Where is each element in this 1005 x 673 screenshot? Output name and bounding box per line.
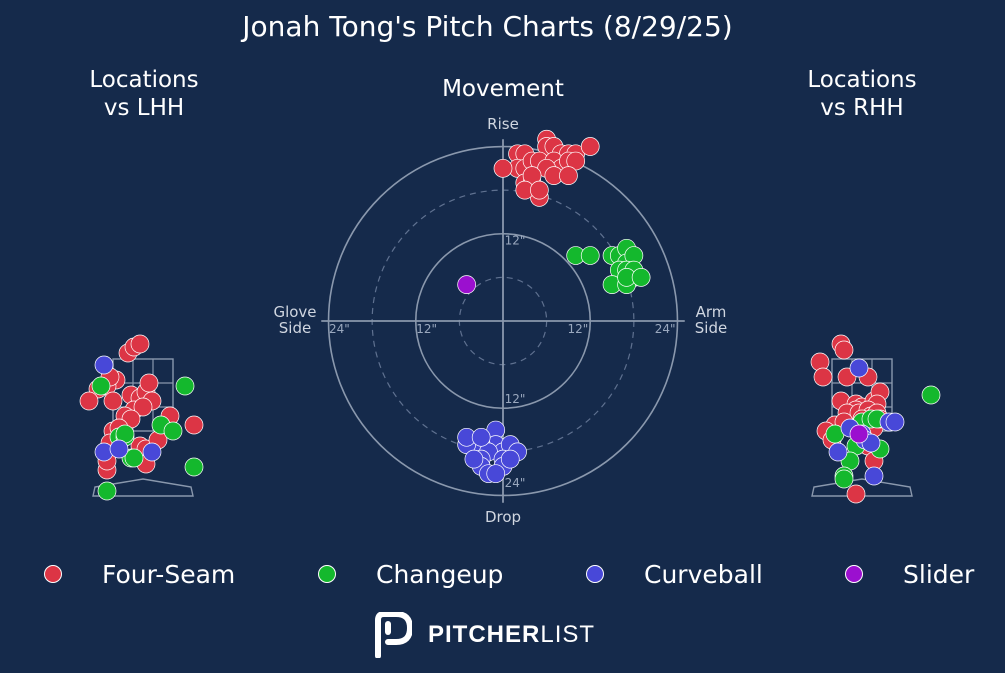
rhh-four-seam-point — [834, 340, 854, 360]
legend-item-slider: Slider — [845, 556, 974, 592]
rhh-slider-point — [849, 424, 869, 444]
lhh-four-seam-point — [184, 415, 204, 435]
lhh-four-seam-point — [139, 373, 159, 393]
movement-axis-label-left: Glove — [273, 303, 316, 321]
movement-axis-label-top: Rise — [487, 115, 519, 133]
movement-tick-label: 12" — [505, 234, 526, 248]
movement-four-seam-point — [559, 166, 578, 185]
legend-label-changeup: Changeup — [376, 559, 504, 589]
rhh-four-seam-point — [813, 367, 833, 387]
movement-tick-label: 24" — [329, 322, 350, 336]
movement-tick-label: 24" — [655, 322, 676, 336]
movement-tick-label: 12" — [416, 322, 437, 336]
legend-label-four-seam: Four-Seam — [102, 559, 236, 589]
lhh-panel-title: Locations vs LHH — [89, 67, 199, 121]
rhh-location-panel — [810, 334, 941, 504]
movement-axis-label-bottom: Drop — [485, 508, 521, 526]
rhh-curveball-point — [885, 412, 905, 432]
movement-curveball-point — [500, 449, 520, 469]
legend: Four-Seam Changeup Curveball Slider — [0, 556, 1005, 592]
movement-changeup-point — [580, 246, 600, 265]
rhh-four-seam-point — [846, 484, 866, 504]
pitcherlist-p-icon — [375, 612, 412, 658]
lhh-home-plate — [92, 478, 194, 497]
four-seam-swatch — [44, 565, 62, 583]
lhh-changeup-point — [163, 421, 183, 441]
slider-swatch — [845, 565, 863, 583]
movement-panel-title: Movement — [442, 76, 564, 102]
rhh-curveball-point — [864, 466, 884, 486]
rhh-home-plate — [811, 478, 913, 497]
lhh-changeup-point — [175, 376, 195, 396]
movement-curveball-point — [486, 464, 506, 484]
legend-label-slider: Slider — [903, 559, 975, 589]
movement-curveball-point — [464, 449, 484, 469]
legend-label-curveball: Curveball — [644, 559, 763, 589]
movement-pitch-points — [457, 129, 651, 484]
lhh-curveball-point — [142, 442, 162, 462]
pitcherlist-logo: PITCHERLIST — [374, 612, 595, 658]
movement-tick-label: 24" — [505, 476, 526, 490]
pitcherlist-wordmark: PITCHERLIST — [428, 621, 595, 649]
lhh-four-seam-point — [130, 334, 150, 354]
movement-tick-label: 12" — [567, 322, 588, 336]
lhh-pitch-points — [79, 334, 204, 501]
curveball-swatch — [586, 565, 604, 583]
rhh-curveball-point — [828, 442, 848, 462]
lhh-curveball-point — [109, 439, 129, 459]
movement-changeup-point — [631, 268, 651, 287]
movement-four-seam-point — [493, 158, 513, 178]
lhh-four-seam-point — [103, 391, 123, 411]
movement-four-seam-point — [529, 180, 549, 200]
changeup-swatch — [318, 565, 336, 583]
rhh-pitch-points — [810, 334, 941, 504]
rhh-changeup-point — [921, 385, 941, 405]
legend-item-changeup: Changeup — [318, 556, 503, 592]
rhh-curveball-point — [849, 358, 869, 378]
movement-axis-label-left: Side — [279, 319, 311, 337]
movement-panel: 12"24" 12" 24"12"12"24"RiseDropGloveSideAr… — [273, 115, 727, 526]
lhh-changeup-point — [184, 457, 204, 477]
rhh-changeup-point — [834, 469, 854, 489]
lhh-curveball-point — [94, 355, 114, 375]
logo-word-bold: PITCHER — [428, 621, 541, 648]
movement-four-seam-point — [580, 137, 600, 156]
lhh-changeup-point — [91, 376, 111, 396]
legend-item-four-seam: Four-Seam — [44, 556, 235, 592]
movement-axis-label-right: Arm — [696, 303, 727, 321]
lhh-four-seam-point — [79, 391, 99, 411]
lhh-four-seam-point — [133, 397, 153, 417]
lhh-changeup-point — [97, 481, 117, 501]
movement-tick-label: 12" — [505, 392, 526, 406]
logo-word-light: LIST — [540, 621, 596, 648]
movement-slider-point — [457, 275, 476, 294]
lhh-changeup-point — [124, 448, 144, 468]
chart-title: Jonah Tong's Pitch Charts (8/29/25) — [242, 10, 733, 43]
movement-axis-label-right: Side — [695, 319, 727, 337]
movement-curveball-point — [471, 427, 491, 447]
lhh-location-panel — [79, 334, 204, 501]
rhh-panel-title: Locations vs RHH — [807, 67, 917, 121]
legend-item-curveball: Curveball — [586, 556, 763, 592]
